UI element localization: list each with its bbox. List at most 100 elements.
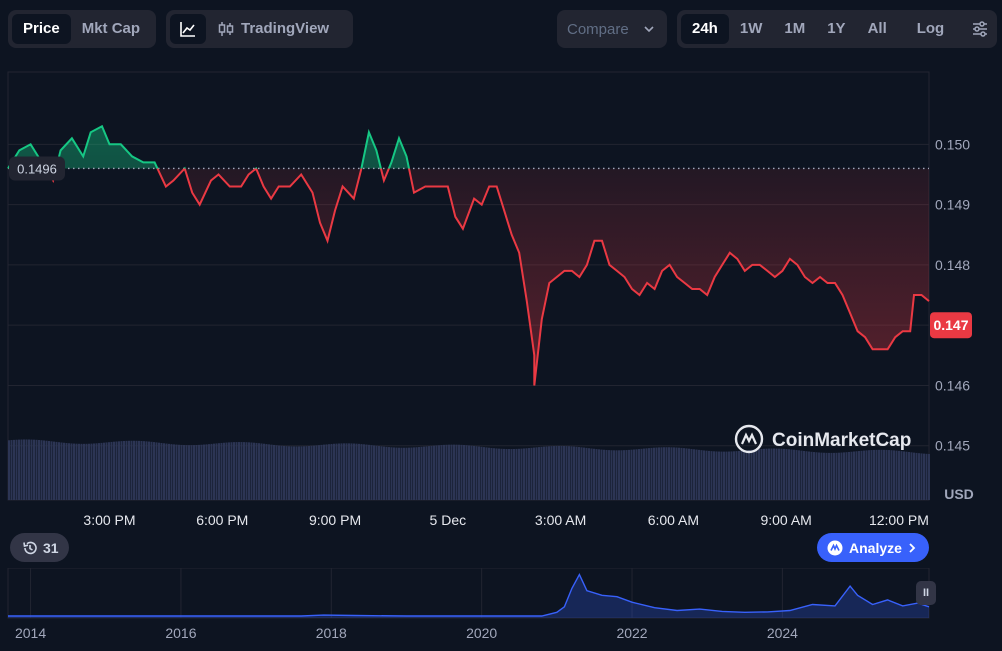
- volume-bar: [33, 439, 35, 500]
- volume-bar: [758, 449, 760, 500]
- chart-type-tabs: TradingView: [166, 10, 353, 48]
- overview-x-label: 2020: [466, 625, 497, 641]
- volume-bar: [860, 450, 863, 500]
- volume-bar: [778, 448, 780, 500]
- volume-bar: [428, 446, 430, 500]
- volume-bar: [723, 451, 725, 500]
- volume-bar: [643, 448, 645, 500]
- volume-bar: [95, 443, 98, 500]
- tab-price[interactable]: Price: [12, 14, 71, 44]
- volume-bar: [23, 439, 25, 500]
- volume-bar: [885, 449, 888, 500]
- volume-bar: [53, 441, 55, 500]
- tab-all[interactable]: All: [867, 20, 887, 37]
- volume-bar: [105, 442, 108, 500]
- volume-bar: [435, 445, 438, 500]
- volume-bar: [645, 448, 648, 500]
- volume-bar: [555, 445, 558, 500]
- volume-bar: [738, 450, 740, 500]
- volume-bar: [75, 443, 78, 500]
- volume-bar: [440, 445, 443, 500]
- volume-bar: [370, 445, 373, 500]
- volume-bar: [183, 445, 185, 500]
- volume-bar: [310, 445, 313, 500]
- volume-bar: [448, 444, 450, 500]
- current-price-badge: 0.147: [930, 312, 972, 339]
- volume-bar: [513, 448, 515, 500]
- volume-bar: [288, 446, 290, 500]
- tab-1y[interactable]: 1Y: [827, 20, 846, 37]
- volume-bar: [528, 448, 530, 500]
- volume-bar: [355, 443, 358, 500]
- volume-bar: [365, 444, 368, 500]
- volume-bar: [123, 440, 125, 500]
- volume-bar: [600, 449, 603, 500]
- history-badge[interactable]: 31: [10, 533, 69, 562]
- volume-bar: [150, 441, 153, 500]
- tab-24h[interactable]: 24h: [681, 14, 729, 44]
- tab-mkt-cap[interactable]: Mkt Cap: [81, 20, 141, 37]
- tab-line-chart[interactable]: [170, 14, 206, 44]
- volume-bar: [88, 443, 90, 500]
- volume-bar: [140, 441, 143, 500]
- volume-bar: [828, 452, 830, 500]
- volume-bar: [495, 448, 498, 500]
- analyze-button[interactable]: Analyze: [817, 533, 929, 562]
- compare-dropdown[interactable]: Compare: [557, 10, 667, 48]
- volume-bar: [458, 444, 460, 500]
- volume-bar: [483, 447, 485, 500]
- volume-bar: [663, 447, 665, 500]
- analyze-label: Analyze: [849, 539, 902, 556]
- chart-settings-button[interactable]: [963, 14, 997, 44]
- volume-bar: [905, 451, 908, 500]
- volume-bar: [855, 451, 858, 500]
- compare-label: Compare: [567, 20, 629, 38]
- volume-bar: [875, 449, 878, 500]
- coinmarketcap-watermark: CoinMarketCap: [734, 424, 911, 454]
- candlestick-icon: [218, 22, 234, 36]
- volume-bar: [233, 442, 235, 500]
- tab-1m[interactable]: 1M: [784, 20, 806, 37]
- volume-bar: [790, 449, 793, 500]
- volume-bar: [170, 444, 173, 500]
- volume-bar: [190, 445, 193, 500]
- volume-bar: [178, 444, 180, 500]
- tab-1w[interactable]: 1W: [739, 20, 763, 37]
- volume-bar: [630, 449, 633, 500]
- volume-bar: [283, 445, 285, 500]
- volume-bar: [515, 448, 518, 500]
- volume-bar: [908, 452, 910, 500]
- volume-bar: [300, 446, 303, 500]
- volume-bar: [788, 449, 790, 500]
- volume-bar: [30, 439, 33, 500]
- volume-bar: [728, 451, 730, 500]
- volume-bar: [128, 440, 130, 500]
- volume-bar: [820, 452, 823, 500]
- volume-bar: [133, 440, 135, 500]
- volume-bar: [523, 448, 525, 500]
- volume-bar: [925, 453, 928, 500]
- tab-log[interactable]: Log: [916, 20, 945, 37]
- volume-bar: [265, 444, 268, 500]
- volume-bar: [568, 446, 570, 500]
- volume-bar: [330, 443, 333, 500]
- pause-button[interactable]: II: [916, 581, 936, 605]
- volume-bar: [275, 445, 278, 500]
- volume-bar: [900, 451, 903, 500]
- tab-tradingview[interactable]: TradingView: [206, 14, 340, 44]
- volume-bar: [8, 440, 10, 500]
- volume-bar: [118, 441, 120, 500]
- overview-chart[interactable]: 2014 2016 2018 2020 2022 2024: [0, 568, 1002, 648]
- volume-bar: [38, 439, 40, 500]
- volume-bar: [18, 439, 20, 500]
- volume-bar: [398, 447, 400, 500]
- volume-bar: [560, 445, 563, 500]
- volume-bar: [475, 446, 478, 500]
- volume-bar: [595, 449, 598, 500]
- reference-price-badge: 0.1496: [9, 156, 65, 181]
- sliders-icon: [973, 21, 988, 37]
- volume-bar: [413, 447, 415, 500]
- price-chart[interactable]: CoinMarketCap 0.1496 0.150 0.149 0.148 0.14…: [0, 0, 1002, 540]
- volume-bar: [453, 444, 455, 500]
- volume-bar: [40, 440, 43, 500]
